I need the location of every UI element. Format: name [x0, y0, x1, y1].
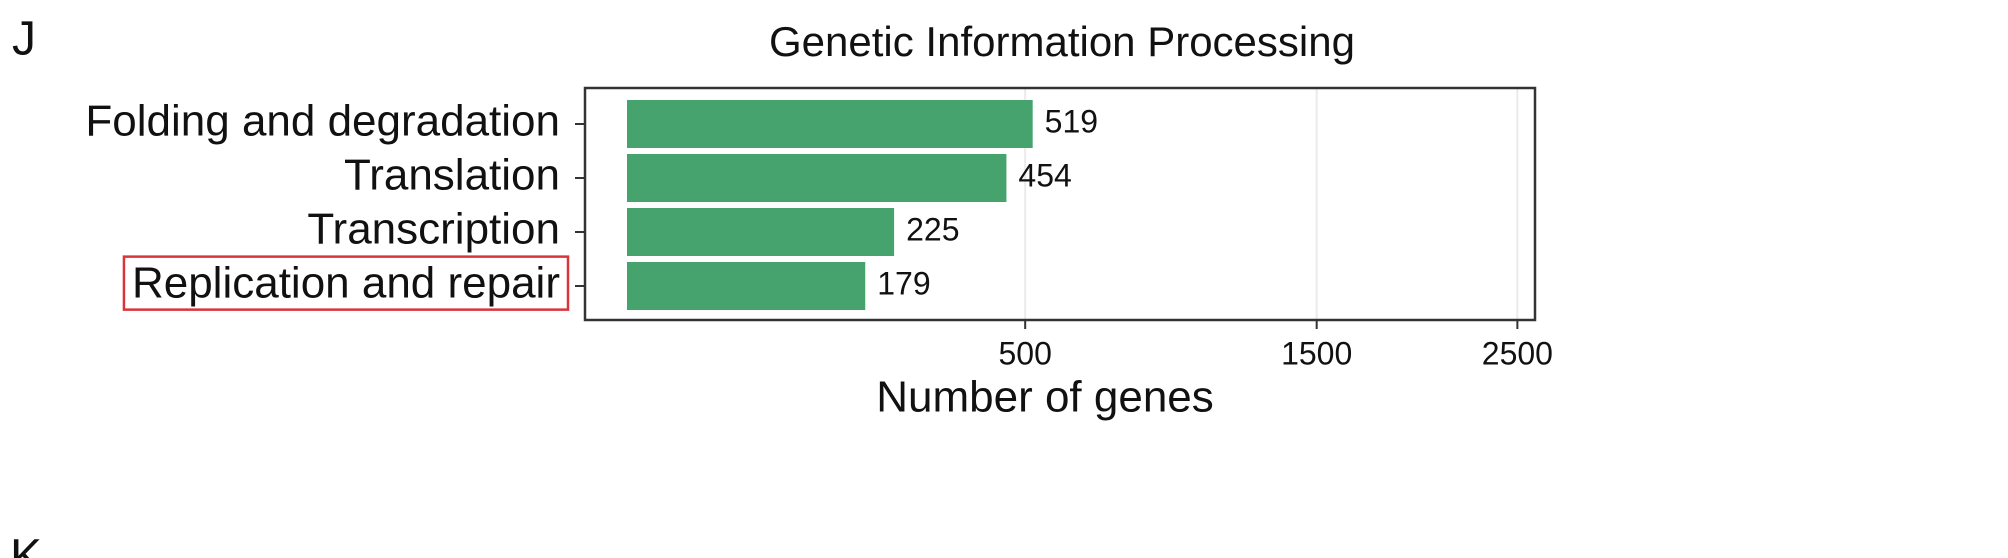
x-tick-label: 500 [998, 335, 1051, 371]
value-label: 225 [906, 211, 959, 247]
y-tick-label: Translation [344, 151, 560, 200]
highlight-box [122, 255, 570, 311]
y-tick-label: Folding and degradation [85, 97, 560, 146]
plot-border [583, 86, 1537, 322]
bar [627, 100, 1033, 148]
y-tick-label: Transcription [307, 205, 560, 254]
x-axis-label: Number of genes [876, 373, 1214, 422]
value-label: 179 [877, 265, 930, 301]
bar [627, 154, 1007, 202]
value-label: 519 [1045, 103, 1098, 139]
x-tick-label: 1500 [1281, 335, 1352, 371]
bar [627, 208, 895, 256]
x-tick-label: 2500 [1482, 335, 1553, 371]
panel-label: J [12, 13, 36, 66]
panel-label: K [10, 531, 42, 558]
y-tick-label: Replication and repair [132, 259, 560, 308]
chart-title: Genetic Information Processing [769, 18, 1355, 65]
value-label: 454 [1018, 157, 1071, 193]
bar [627, 262, 866, 310]
